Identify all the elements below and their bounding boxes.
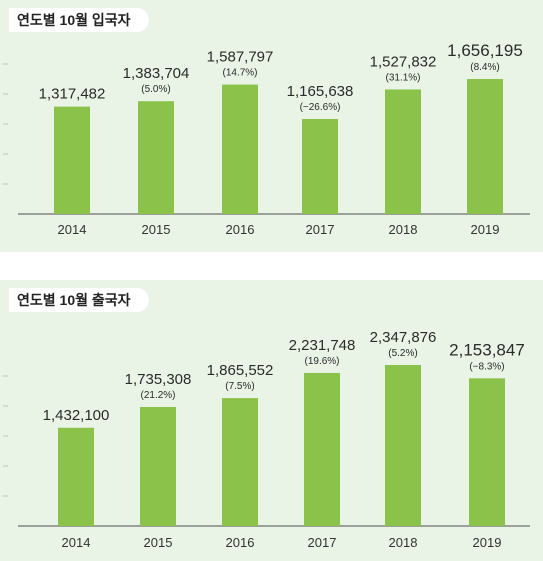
bar-2014 — [58, 427, 94, 526]
value-label-2014: 1,432,100 — [43, 407, 110, 424]
value-label-2016: 1,587,797 — [207, 49, 274, 66]
change-label-2018: (31.1%) — [385, 72, 420, 83]
inbound-chart-panel: 연도별 10월 입국자 1,317,482 2014 (5.0%) 1,383,704… — [0, 0, 543, 252]
x-tick-2014: 2014 — [62, 535, 91, 550]
bar-2019 — [469, 378, 505, 526]
x-tick-2019: 2019 — [473, 535, 502, 550]
bar-2015 — [140, 407, 176, 526]
value-label-2019: 2,153,847 — [449, 340, 525, 359]
x-tick-2015: 2015 — [144, 535, 173, 550]
x-tick-2018: 2018 — [389, 535, 418, 550]
change-label-2018: (5.2%) — [388, 348, 417, 359]
bar-2016 — [222, 398, 258, 526]
change-label-2015: (21.2%) — [140, 390, 175, 401]
value-label-2015: 1,735,308 — [125, 371, 192, 388]
x-tick-2015: 2015 — [142, 222, 171, 237]
bar-2015 — [138, 101, 174, 214]
value-label-2018: 1,527,832 — [370, 53, 437, 70]
change-label-2019: (−8.3%) — [469, 361, 504, 372]
value-label-2017: 1,165,638 — [287, 83, 354, 100]
outbound-chart-panel: 연도별 10월 출국자 1,432,100 2014 (21.2%) 1,735,30… — [0, 280, 543, 561]
change-label-2019: (8.4%) — [470, 62, 499, 73]
value-label-2019: 1,656,195 — [447, 41, 523, 60]
x-tick-2017: 2017 — [306, 222, 335, 237]
bar-2017 — [304, 372, 340, 526]
value-label-2017: 2,231,748 — [289, 337, 356, 354]
outbound-chart: 1,432,100 2014 (21.2%) 1,735,308 2015 (7.5%) 1… — [3, 329, 530, 550]
change-label-2016: (14.7%) — [222, 68, 257, 79]
value-label-2016: 1,865,552 — [207, 362, 274, 379]
x-tick-2017: 2017 — [308, 535, 337, 550]
bar-2018 — [385, 365, 421, 526]
value-label-2014: 1,317,482 — [39, 86, 106, 103]
inbound-chart-title: 연도별 10월 입국자 — [9, 8, 149, 32]
bar-2017 — [302, 118, 338, 214]
x-tick-2018: 2018 — [389, 222, 418, 237]
x-tick-2014: 2014 — [58, 222, 87, 237]
change-label-2017: (19.6%) — [304, 356, 339, 367]
x-tick-2019: 2019 — [471, 222, 500, 237]
x-tick-2016: 2016 — [226, 535, 255, 550]
inbound-chart: 1,317,482 2014 (5.0%) 1,383,704 2015 (14.7%) 1… — [3, 41, 530, 237]
bar-2016 — [222, 84, 258, 215]
x-tick-2016: 2016 — [226, 222, 255, 237]
change-label-2016: (7.5%) — [225, 381, 254, 392]
bar-2019 — [467, 79, 503, 214]
bar-2018 — [385, 89, 421, 214]
value-label-2018: 2,347,876 — [370, 329, 437, 346]
change-label-2015: (5.0%) — [141, 84, 170, 95]
outbound-chart-title: 연도별 10월 출국자 — [9, 288, 149, 312]
value-label-2015: 1,383,704 — [123, 65, 190, 82]
bar-2014 — [54, 106, 90, 214]
change-label-2017: (−26.6%) — [300, 102, 341, 113]
